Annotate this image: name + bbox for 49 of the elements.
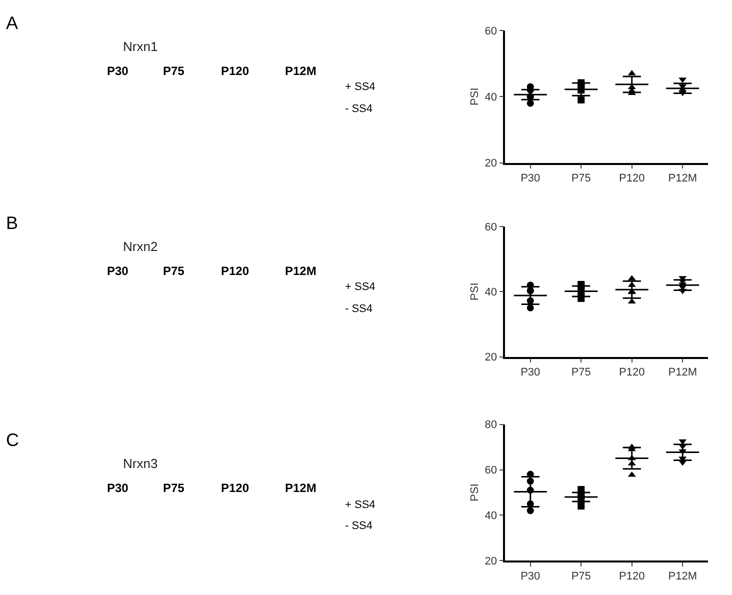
category-label: P120	[221, 64, 250, 78]
x-tick-label: P75	[571, 570, 591, 583]
x-tick-label: P120	[619, 570, 645, 583]
text: - SS4	[345, 520, 373, 532]
text: - SS4	[345, 103, 373, 115]
category-label: P75	[163, 64, 185, 78]
category-label: P12M	[285, 64, 316, 78]
category-label: P30	[107, 481, 129, 495]
text: B	[6, 213, 18, 233]
text: Nrxn2	[123, 239, 158, 254]
y-tick-label: 40	[484, 510, 498, 522]
x-tick-label: P75	[571, 172, 591, 185]
y-tick-label: 40	[484, 91, 498, 104]
text: + SS4	[345, 499, 376, 511]
y-tick-label: 60	[484, 464, 498, 477]
y-axis-title: PSI	[468, 282, 481, 300]
text: Nrxn3	[123, 456, 158, 471]
category-label: P75	[163, 481, 185, 495]
y-tick-label: 20	[484, 555, 498, 568]
x-tick-label: P30	[520, 570, 540, 583]
text: A	[6, 13, 18, 33]
y-tick-label: 20	[484, 158, 498, 170]
x-tick-label: P12M	[668, 570, 697, 583]
category-label: P75	[163, 264, 185, 278]
text: + SS4	[345, 81, 376, 93]
x-tick-label: P120	[619, 172, 645, 185]
text: + SS4	[345, 281, 376, 293]
y-tick-label: 20	[484, 352, 498, 364]
category-label: P30	[107, 64, 129, 78]
x-tick-label: P75	[571, 366, 591, 379]
x-tick-label: P30	[520, 172, 540, 185]
x-tick-label: P120	[619, 366, 645, 379]
text: Nrxn1	[123, 39, 158, 54]
y-axis-title: PSI	[468, 88, 481, 106]
category-label: P120	[221, 481, 250, 495]
text: C	[6, 430, 19, 450]
category-label: P12M	[285, 264, 316, 278]
category-label: P120	[221, 264, 250, 278]
x-tick-label: P12M	[668, 366, 697, 379]
text: - SS4	[345, 303, 373, 315]
x-tick-label: P12M	[668, 172, 697, 185]
y-tick-label: 40	[484, 286, 498, 298]
y-tick-label: 80	[484, 419, 498, 432]
y-axis-title: PSI	[468, 484, 481, 502]
y-tick-label: 60	[484, 25, 498, 38]
category-label: P30	[107, 264, 129, 278]
y-tick-label: 60	[484, 221, 498, 234]
x-tick-label: P30	[520, 366, 540, 379]
category-label: P12M	[285, 481, 316, 495]
